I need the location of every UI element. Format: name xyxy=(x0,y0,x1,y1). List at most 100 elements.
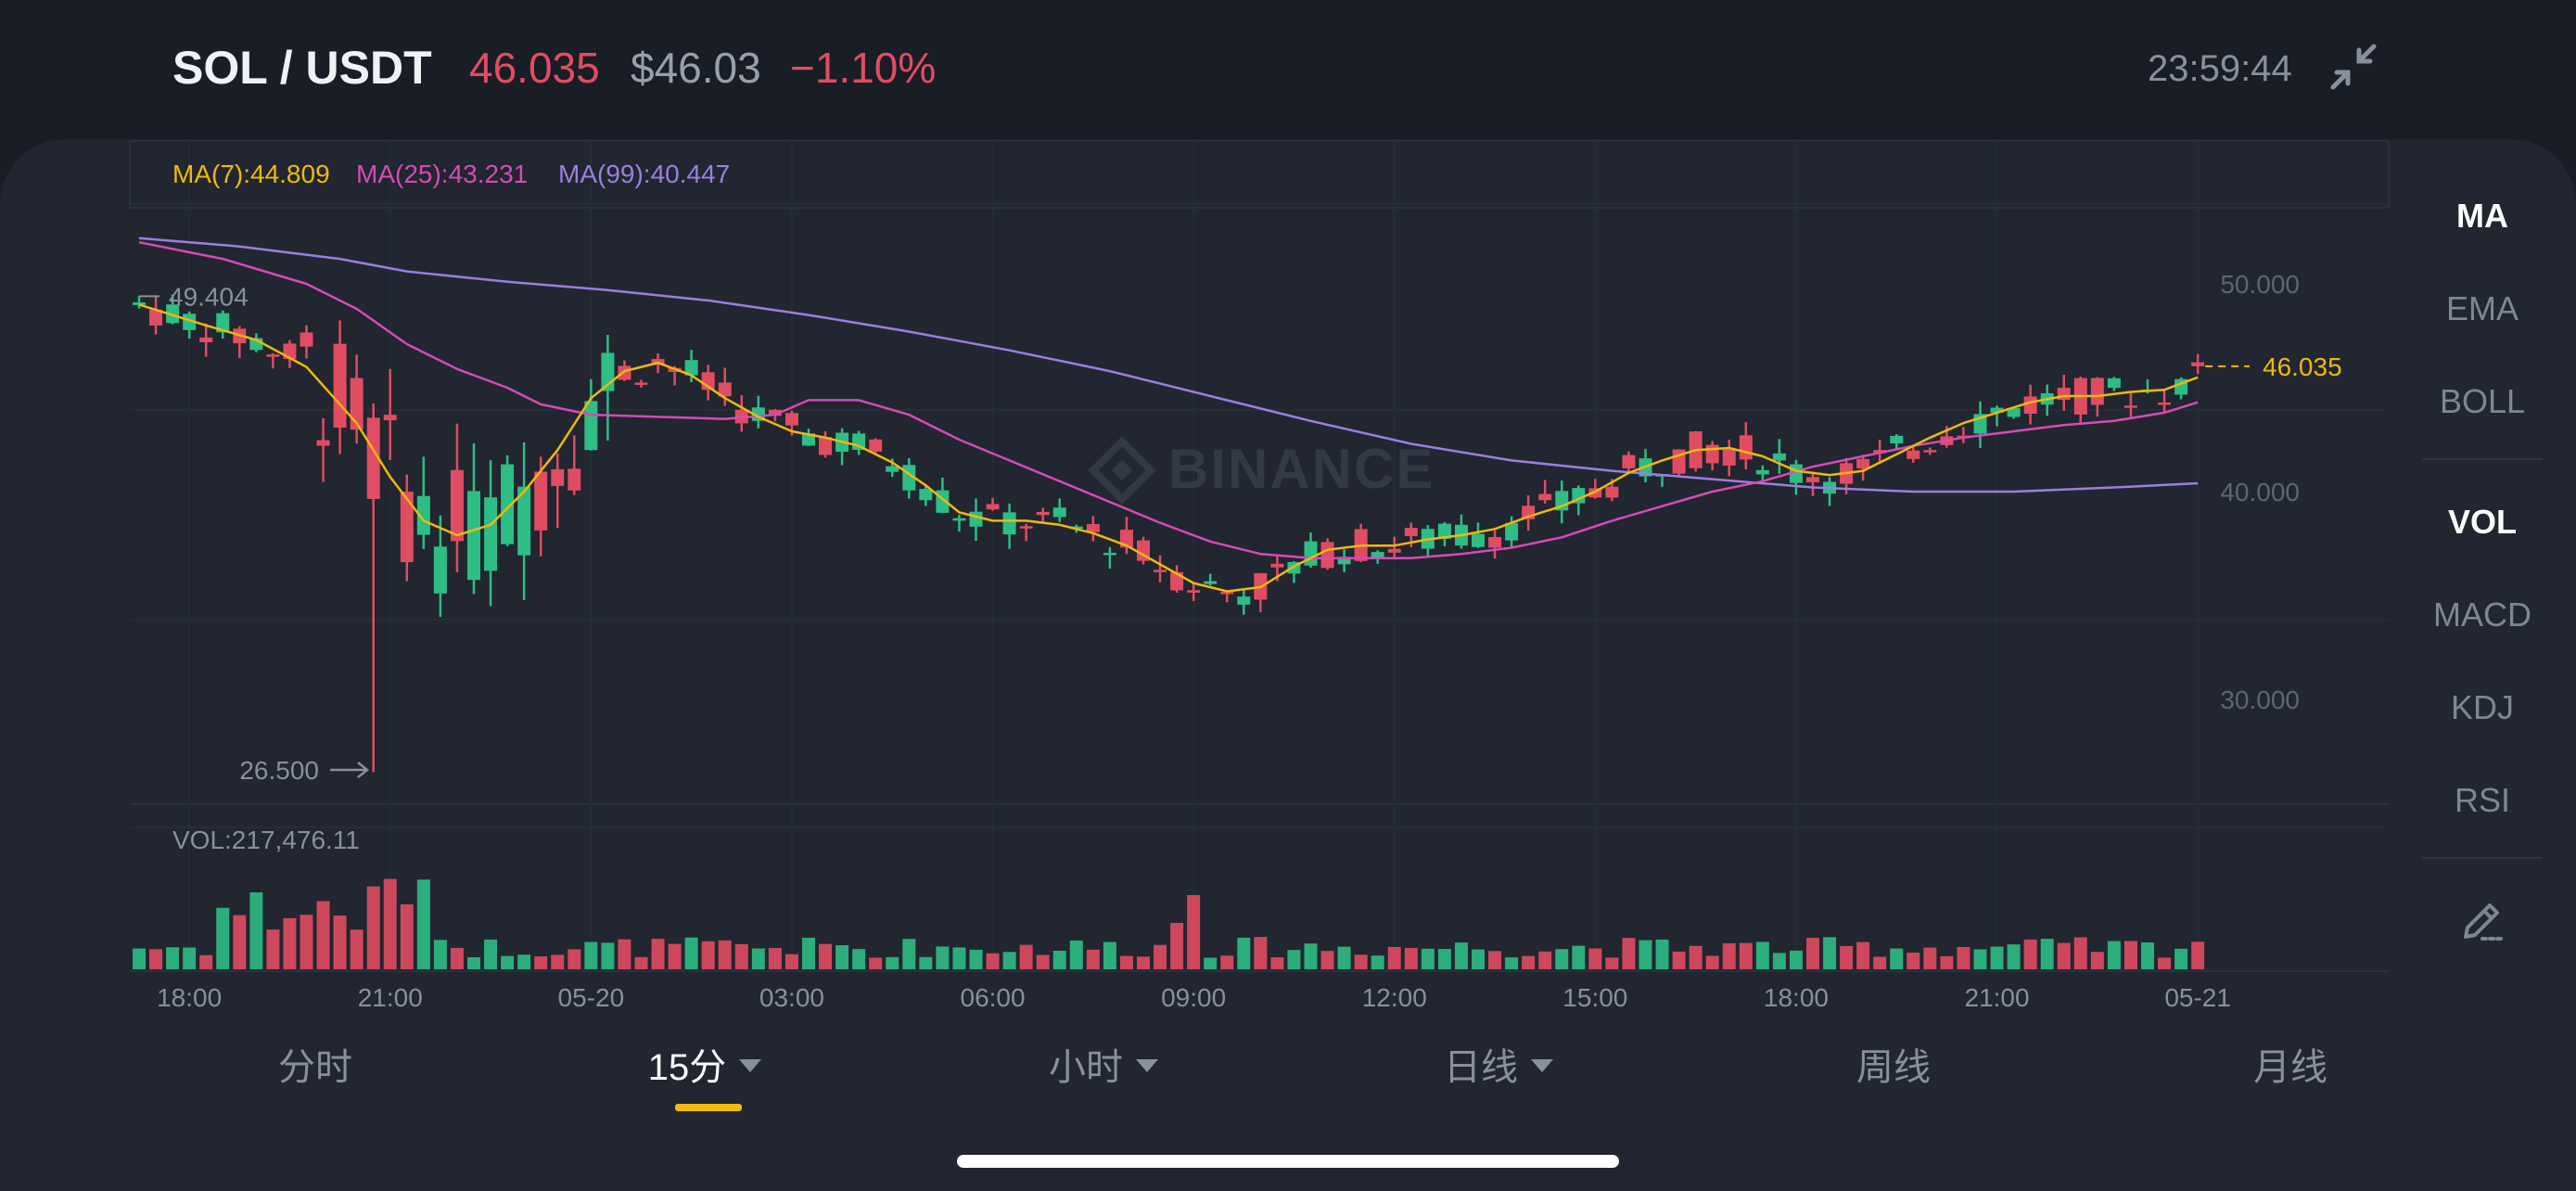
low-price-marker: 26.500 xyxy=(239,756,319,785)
volume-bar xyxy=(1973,949,1987,969)
volume-bar xyxy=(249,892,263,969)
candle-body xyxy=(1371,552,1384,559)
pencil-icon[interactable] xyxy=(2422,896,2543,952)
candle-body xyxy=(1304,541,1318,566)
binance-watermark: BINANCE xyxy=(1168,438,1435,500)
volume-bar xyxy=(2057,942,2071,969)
candle-body xyxy=(1204,581,1218,584)
volume-bar xyxy=(1270,957,1284,969)
volume-bar xyxy=(1789,950,1803,969)
volume-bar xyxy=(2023,939,2037,969)
volume-bar xyxy=(2174,948,2188,969)
tab-weekly[interactable]: 周线 xyxy=(1856,1047,1931,1088)
tab-hour[interactable]: 小时 xyxy=(1011,1037,1196,1091)
volume-bar xyxy=(416,879,430,969)
volume-bar xyxy=(1923,947,1937,969)
volume-bar xyxy=(651,939,665,969)
indicator-macd[interactable]: MACD xyxy=(2433,596,2531,634)
volume-bar xyxy=(433,940,447,969)
menu-divider xyxy=(2422,458,2543,460)
volume-bar xyxy=(1689,945,1702,969)
volume-bar xyxy=(1755,941,1769,969)
volume-bar xyxy=(233,915,247,969)
volume-bar xyxy=(1873,956,1887,969)
candle-body xyxy=(567,468,581,491)
candle-body xyxy=(416,495,430,535)
candle-body xyxy=(819,437,833,455)
chart-grid xyxy=(129,140,2390,972)
volume-bar xyxy=(1019,944,1033,969)
volume-bar xyxy=(1990,946,2004,969)
volume-bar xyxy=(2107,941,2121,969)
clock: 23:59:44 xyxy=(2148,48,2292,89)
volume-bar xyxy=(902,939,916,969)
volume-bar xyxy=(618,939,631,969)
exit-fullscreen-icon[interactable] xyxy=(2327,41,2379,93)
volume-bar xyxy=(484,939,498,969)
candle-body xyxy=(634,382,648,385)
volume-bar xyxy=(1254,937,1268,969)
candle-body xyxy=(1722,448,1736,466)
volume-bar xyxy=(383,878,397,969)
ma99-label: MA(99):40.447 xyxy=(558,160,731,188)
tab-monthly[interactable]: 月线 xyxy=(2253,1047,2327,1088)
volume-bar xyxy=(1588,948,1602,969)
tab-daily-label: 日线 xyxy=(1444,1047,1518,1088)
trading-pair[interactable]: SOL / USDT xyxy=(172,42,432,94)
indicator-ma[interactable]: MA xyxy=(2456,197,2508,235)
candle-body xyxy=(300,332,313,347)
candle-body xyxy=(1990,407,2004,413)
candle-body xyxy=(133,301,146,305)
volume-bar xyxy=(1086,949,1100,969)
candles xyxy=(133,294,2205,773)
candle-body xyxy=(869,439,883,452)
volume-bar xyxy=(819,943,833,969)
indicator-vol[interactable]: VOL xyxy=(2447,503,2517,541)
volume-bar xyxy=(2123,941,2137,969)
y-tick-label: 40.000 xyxy=(2220,478,2300,506)
kline-chart[interactable]: BINANCE 50.000 40.000 30.000 18:00 21:00 05-… xyxy=(0,139,2576,1020)
tab-daily[interactable]: 日线 xyxy=(1406,1037,1591,1091)
volume-bar xyxy=(199,954,213,969)
candle-body xyxy=(1437,523,1451,539)
volume-bar xyxy=(1320,951,1334,969)
candle-body xyxy=(183,314,197,330)
usd-price: $46.03 xyxy=(631,44,761,92)
menu-divider xyxy=(2422,857,2543,859)
candle-body xyxy=(149,309,163,326)
volume-bar xyxy=(718,940,732,969)
indicator-boll[interactable]: BOLL xyxy=(2439,382,2526,420)
indicator-rsi[interactable]: RSI xyxy=(2454,781,2510,819)
candle-body xyxy=(1069,526,1083,530)
candle-body xyxy=(316,440,330,446)
volume-bar xyxy=(1387,946,1401,969)
candle-body xyxy=(1387,548,1401,553)
y-axis: 50.000 40.000 30.000 xyxy=(2220,270,2300,714)
volume-bar xyxy=(300,915,313,969)
candle-body xyxy=(1002,512,1016,535)
candle-body xyxy=(1337,557,1351,565)
indicator-ema[interactable]: EMA xyxy=(2445,289,2519,327)
volume-bar xyxy=(1052,950,1066,969)
volume-bar xyxy=(1739,942,1753,969)
volume-bar xyxy=(768,947,782,969)
volume-bars xyxy=(133,878,2205,969)
volume-bar xyxy=(936,946,950,969)
volume-bar xyxy=(634,956,648,969)
volume-bar xyxy=(400,904,414,969)
volume-bar xyxy=(1622,938,1636,969)
volume-bar xyxy=(2073,937,2087,969)
tab-time-sharing[interactable]: 分时 xyxy=(278,1047,352,1088)
volume-bar xyxy=(133,948,146,969)
volume-bar xyxy=(1454,942,1468,969)
tab-15m[interactable]: 15分 xyxy=(612,1037,797,1091)
candle-body xyxy=(2191,362,2205,366)
volume-bar xyxy=(1437,949,1451,969)
candle-body xyxy=(1086,523,1100,532)
ma7-label: MA(7):44.809 xyxy=(172,160,330,188)
x-tick-label: 21:00 xyxy=(1965,983,2030,1012)
price-markers: 49.404 26.500 46.035 xyxy=(139,282,2342,785)
x-tick-label: 06:00 xyxy=(961,983,1026,1012)
indicator-kdj[interactable]: KDJ xyxy=(2450,688,2514,726)
last-price: 46.035 xyxy=(469,44,600,92)
